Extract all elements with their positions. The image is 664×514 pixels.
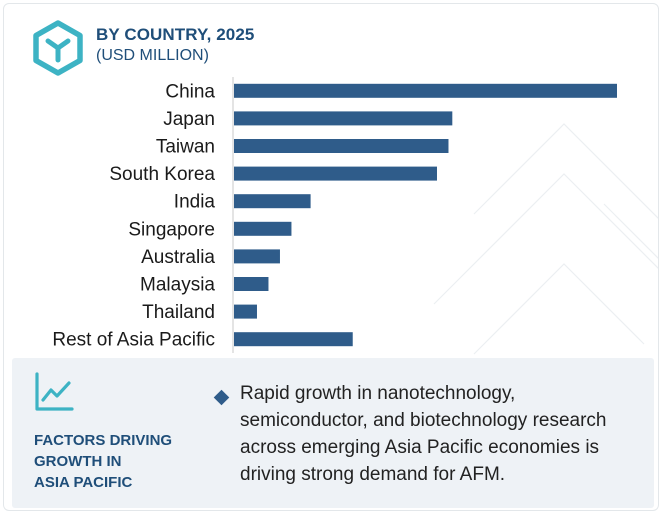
category-label: Malaysia	[140, 275, 215, 296]
category-label: Rest of Asia Pacific	[52, 330, 215, 351]
trend-line-chart-icon	[35, 372, 74, 411]
chart-subtitle: (USD MILLION)	[96, 47, 209, 64]
factors-title-line: FACTORS DRIVING	[34, 432, 173, 449]
bar	[234, 332, 353, 347]
factors-title-line: GROWTH IN	[34, 453, 122, 470]
category-label: Thailand	[142, 302, 215, 323]
bar	[234, 277, 269, 291]
bar	[234, 139, 449, 153]
bar	[234, 194, 311, 209]
bar	[234, 166, 437, 181]
factors-panel: FACTORS DRIVING GROWTH IN ASIA PACIFIC R…	[12, 358, 654, 508]
country-bar-chart: China Japan Taiwan South Korea India Singapor…	[52, 77, 617, 353]
category-label: Singapore	[128, 219, 215, 240]
factors-title-line: ASIA PACIFIC	[34, 474, 133, 491]
chart-title: BY COUNTRY, 2025	[96, 25, 255, 44]
category-label: Australia	[141, 247, 215, 268]
diamond-bullet-icon	[213, 389, 230, 406]
bar	[234, 221, 292, 236]
bar	[234, 249, 280, 264]
category-label: China	[165, 81, 215, 102]
factors-title: FACTORS DRIVING GROWTH IN ASIA PACIFIC	[34, 430, 204, 493]
background-decoration	[433, 123, 658, 355]
category-label: South Korea	[109, 164, 215, 185]
report-card: BY COUNTRY, 2025 (USD MILLION) China Japa…	[3, 3, 659, 511]
category-label: Japan	[163, 109, 215, 130]
bar	[234, 111, 453, 126]
category-label: India	[174, 192, 216, 213]
bar	[234, 304, 257, 319]
factor-bullet-text: Rapid growth in nanotechnology, semicond…	[240, 383, 607, 485]
category-label: Taiwan	[156, 137, 215, 158]
hexagon-logo-icon	[33, 20, 83, 76]
bar	[234, 83, 617, 98]
